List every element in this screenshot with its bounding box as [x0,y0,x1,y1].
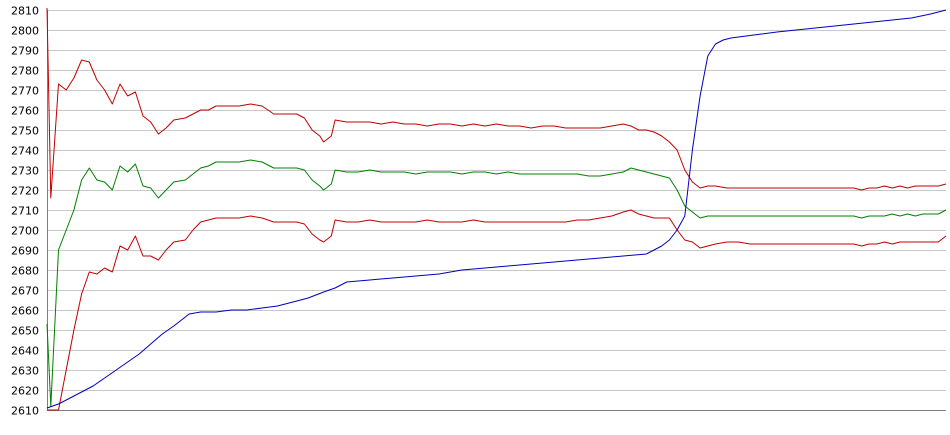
y-tick-label-2730: 2730 [11,165,39,178]
y-tick-label-2810: 2810 [11,5,39,18]
y-tick-label-2690: 2690 [11,245,39,258]
series-line-2 [46,159,947,407]
y-tick-label-2710: 2710 [11,205,39,218]
series-line-1 [46,7,947,199]
y-tick-label-2760: 2760 [11,105,39,118]
y-tick-label-2790: 2790 [11,45,39,58]
series-lines [46,7,947,411]
y-tick-label-2670: 2670 [11,285,39,298]
series-line-4 [46,9,947,409]
y-tick-label-2620: 2620 [11,385,39,398]
y-tick-label-2780: 2780 [11,65,39,78]
y-tick-label-2740: 2740 [11,145,39,158]
y-tick-label-2770: 2770 [11,85,39,98]
y-tick-label-2640: 2640 [11,345,39,358]
y-tick-label-2800: 2800 [11,25,39,38]
y-tick-label-2750: 2750 [11,125,39,138]
gridlines [47,10,946,411]
y-tick-label-2610: 2610 [11,405,39,418]
series-line-3 [47,209,947,411]
y-tick-labels: 2610 2620 2630 2640 2650 2660 2670 2680 2690 2700… [11,5,39,418]
y-tick-label-2680: 2680 [11,265,39,278]
y-tick-label-2630: 2630 [11,365,39,378]
y-tick-label-2700: 2700 [11,225,39,238]
y-tick-label-2720: 2720 [11,185,39,198]
y-tick-label-2650: 2650 [11,325,39,338]
y-tick-label-2660: 2660 [11,305,39,318]
